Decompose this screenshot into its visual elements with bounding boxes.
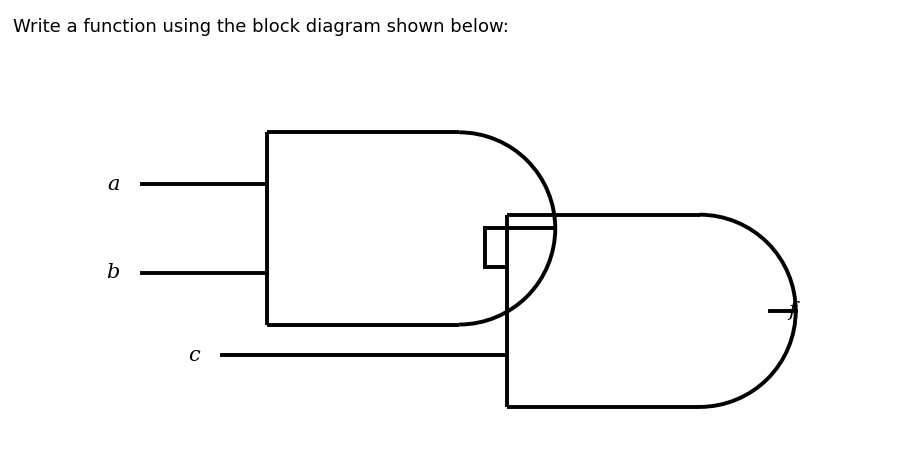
Text: Write a function using the block diagram shown below:: Write a function using the block diagram… xyxy=(13,18,509,36)
Text: c: c xyxy=(189,345,200,364)
Text: a: a xyxy=(108,175,120,194)
Text: f: f xyxy=(788,302,796,320)
Text: b: b xyxy=(107,263,120,282)
